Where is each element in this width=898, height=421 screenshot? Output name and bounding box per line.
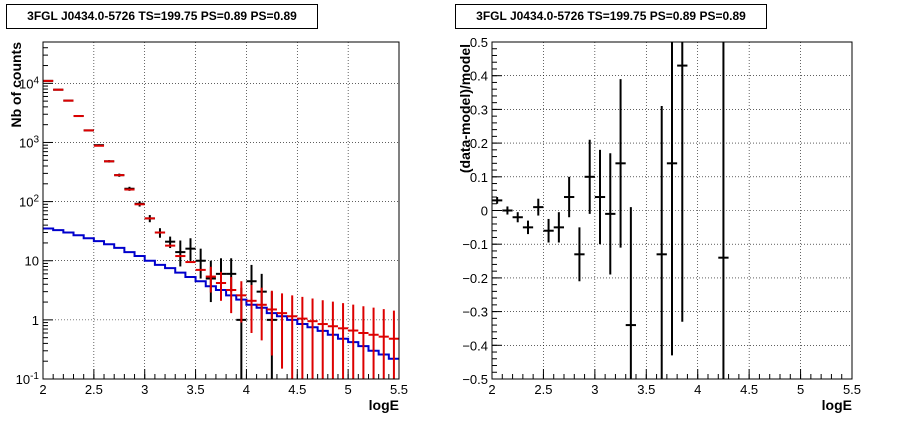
- model-point: [368, 307, 379, 379]
- model-point: [256, 287, 267, 341]
- left-x-tick-label: 3: [141, 382, 148, 397]
- residual-point: [656, 106, 667, 379]
- residual-point: [543, 218, 554, 243]
- model-point: [378, 309, 389, 379]
- residual-point: [502, 206, 513, 215]
- model-point: [337, 303, 349, 379]
- right-x-tick-label: 3: [591, 382, 598, 397]
- right-x-tick-label: 5: [797, 382, 804, 397]
- model-point: [348, 304, 359, 379]
- left-x-tick-label: 4: [243, 382, 250, 397]
- left-x-tick-label: 5: [345, 382, 352, 397]
- left-x-tick-label: 2.5: [85, 382, 103, 397]
- model-point: [358, 306, 369, 379]
- residuals-chart: 2 2.5 3 3.5 4 4.5 5 5.5 −0.5 −0.4 −0.3 −0.2 −0.1 0 0.1…: [457, 35, 861, 413]
- left-x-tick-label: 2: [39, 382, 46, 397]
- residual-point: [522, 220, 534, 235]
- residual-point: [512, 212, 523, 223]
- right-x-axis-label: logE: [822, 397, 852, 413]
- residual-point: [666, 42, 678, 356]
- residual-point: [615, 79, 626, 248]
- right-x-tick-label: 2.5: [534, 382, 552, 397]
- right-y-tick-label: 0.1: [470, 170, 488, 185]
- right-chart-title-box: 3FGL J0434.0-5726 TS=199.75 PS=0.89 PS=0…: [455, 4, 767, 29]
- data-point: [195, 248, 206, 279]
- model-point: [246, 284, 257, 333]
- right-y-tick-label: 0.2: [470, 136, 488, 151]
- right-chart-title: 3FGL J0434.0-5726 TS=199.75 PS=0.89 PS=0…: [476, 9, 746, 23]
- left-chart-title-box: 3FGL J0434.0-5726 TS=199.75 PS=0.89 PS=0…: [6, 4, 318, 29]
- residual-point: [594, 149, 606, 245]
- left-y-tick-label: 10-1: [16, 371, 40, 387]
- residual-point: [584, 139, 595, 214]
- left-chart-title: 3FGL J0434.0-5726 TS=199.75 PS=0.89 PS=0…: [27, 9, 297, 23]
- model-point: [307, 298, 318, 379]
- left-plot-area: [43, 42, 399, 379]
- left-y-tick-label: 103: [19, 134, 39, 150]
- residual-point: [605, 153, 616, 275]
- model-point: [215, 271, 227, 301]
- right-x-tick-label: 2: [488, 382, 495, 397]
- model-point: [287, 295, 298, 379]
- right-y-tick-label: −0.5: [462, 372, 488, 387]
- right-y-tick-label: −0.1: [462, 237, 488, 252]
- right-y-tick-label: −0.2: [462, 271, 488, 286]
- residual-point: [564, 176, 575, 218]
- left-y-axis-label: Nb of counts: [8, 42, 24, 128]
- residual-point: [677, 42, 688, 322]
- model-point: [276, 293, 288, 369]
- left-y-tick-label: 1: [32, 313, 39, 328]
- residual-point: [492, 197, 503, 204]
- left-y-tick-label: 102: [19, 194, 39, 210]
- model-point: [226, 277, 237, 314]
- right-y-axis-label: (data-model)/model: [457, 44, 473, 173]
- left-x-tick-label: 5.5: [390, 382, 408, 397]
- model-point: [327, 301, 338, 379]
- model-point: [236, 281, 247, 323]
- data-point: [185, 238, 196, 261]
- data-point: [175, 240, 186, 267]
- right-y-tick-label: 0.3: [470, 102, 488, 117]
- left-x-tick-label: 4.5: [288, 382, 306, 397]
- right-x-tick-label: 5.5: [843, 382, 861, 397]
- right-x-tick-label: 4: [694, 382, 701, 397]
- right-y-tick-label: 0.5: [470, 35, 488, 50]
- right-y-tick-label: −0.4: [462, 338, 488, 353]
- model-point: [297, 296, 308, 379]
- left-x-tick-label: 3.5: [187, 382, 205, 397]
- left-y-tick-label: 10: [25, 254, 39, 269]
- model-point: [388, 310, 399, 379]
- right-y-tick-label: 0: [481, 204, 488, 219]
- residual-point: [625, 207, 636, 379]
- left-x-axis-label: logE: [369, 397, 399, 413]
- residual-point: [533, 198, 544, 216]
- right-y-tick-label: −0.3: [462, 305, 488, 320]
- residual-point: [553, 212, 564, 243]
- model-point: [266, 290, 277, 356]
- right-x-tick-label: 3.5: [637, 382, 655, 397]
- right-y-tick-label: 0.4: [470, 69, 488, 84]
- residual-point: [574, 227, 585, 282]
- residual-point: [718, 42, 729, 379]
- model-point: [317, 300, 328, 379]
- right-x-tick-label: 4.5: [740, 382, 758, 397]
- model-point: [205, 266, 216, 293]
